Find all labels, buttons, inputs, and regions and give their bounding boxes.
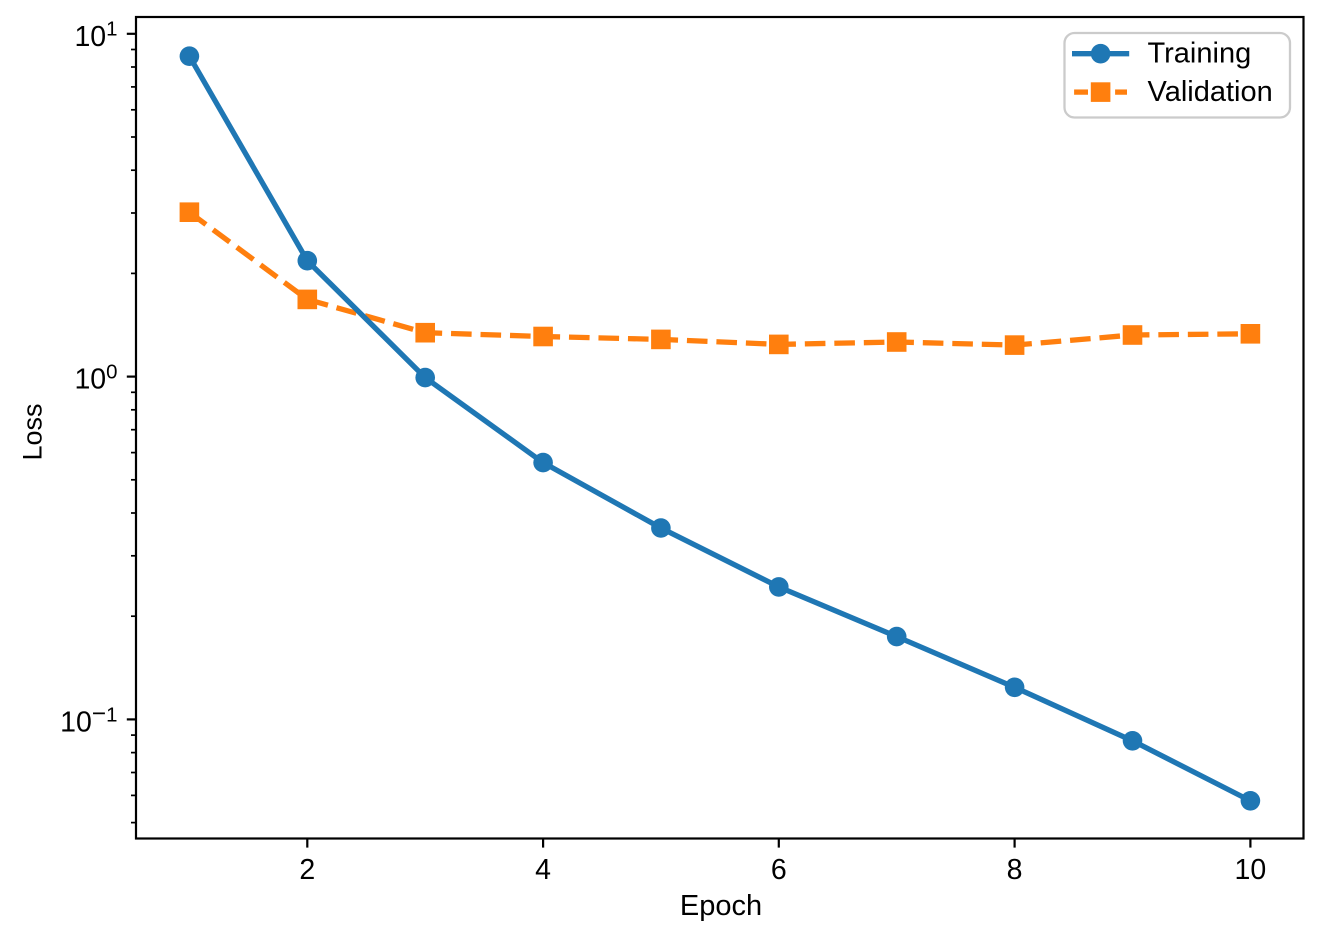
svg-text:Training: Training: [1148, 38, 1252, 70]
svg-text:2: 2: [299, 854, 315, 886]
svg-text:8: 8: [1007, 854, 1023, 886]
svg-text:10−1: 10−1: [60, 700, 117, 738]
svg-text:100: 100: [74, 362, 117, 396]
svg-text:10: 10: [1235, 854, 1267, 886]
svg-text:Epoch: Epoch: [680, 890, 762, 922]
svg-text:Loss: Loss: [18, 403, 48, 460]
svg-text:6: 6: [771, 854, 787, 886]
svg-text:4: 4: [535, 854, 551, 886]
svg-text:101: 101: [74, 19, 117, 53]
svg-text:Validation: Validation: [1148, 76, 1273, 108]
